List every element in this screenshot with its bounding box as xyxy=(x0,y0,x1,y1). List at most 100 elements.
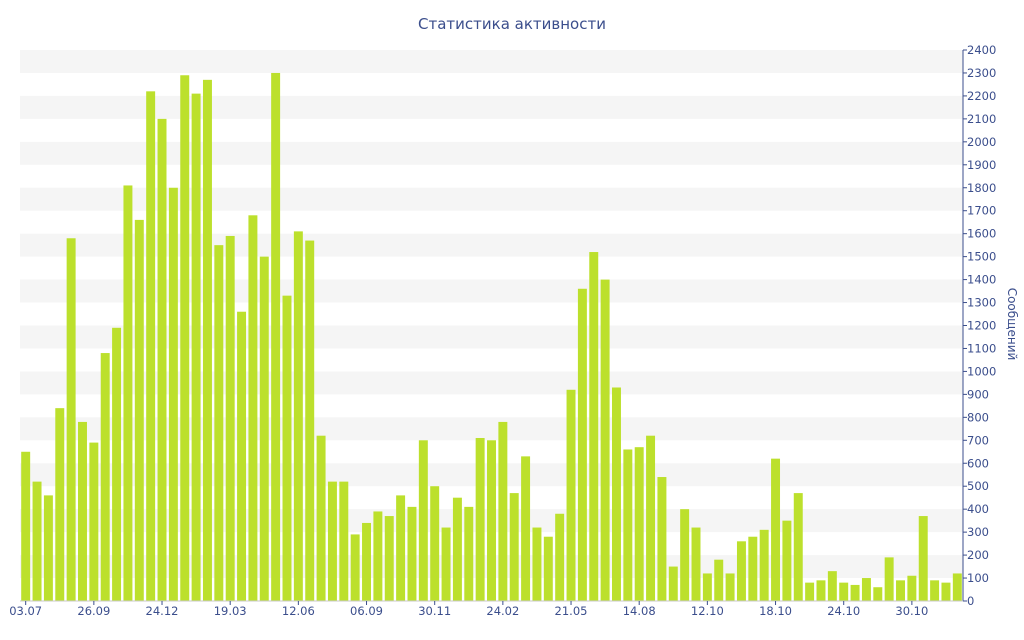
bar xyxy=(78,421,87,601)
bar xyxy=(123,185,133,601)
bar xyxy=(646,435,656,601)
bar xyxy=(384,516,394,601)
bar xyxy=(452,497,462,601)
y-tick-label: 1900 xyxy=(967,158,996,172)
bar xyxy=(271,72,281,602)
bar xyxy=(487,440,496,601)
y-tick-label: 1800 xyxy=(967,181,996,195)
bar xyxy=(202,79,212,602)
bar xyxy=(362,522,372,601)
grid-band xyxy=(20,95,963,119)
bar xyxy=(532,527,542,601)
bar xyxy=(827,571,837,601)
y-tick-label: 1000 xyxy=(967,364,996,378)
bar xyxy=(441,527,451,601)
y-tick-label: 600 xyxy=(967,456,989,470)
y-tick-label: 0 xyxy=(967,594,974,608)
y-tick-label: 1300 xyxy=(967,296,996,310)
bar xyxy=(680,509,690,601)
bar xyxy=(907,575,917,601)
bar xyxy=(157,118,167,601)
y-tick-label: 400 xyxy=(967,502,989,516)
bar xyxy=(191,93,201,601)
x-tick-label: 24.12 xyxy=(146,604,179,618)
x-tick-label: 03.07 xyxy=(9,604,42,618)
y-tick-label: 100 xyxy=(967,571,989,585)
y-axis: 0 100 200 300 400 500 600 700 800 900 1000 1100 1200… xyxy=(963,43,996,608)
y-tick-label: 2200 xyxy=(967,89,996,103)
bar xyxy=(418,440,428,601)
bar xyxy=(657,477,667,601)
bar xyxy=(623,449,633,601)
bar xyxy=(589,252,599,602)
bar xyxy=(941,582,951,601)
chart-title: Статистика активности xyxy=(418,15,606,33)
x-tick-label: 14.08 xyxy=(623,604,656,618)
bar xyxy=(736,541,746,601)
bar xyxy=(793,493,803,601)
y-tick-label: 2300 xyxy=(967,66,996,80)
bar xyxy=(225,235,235,601)
bar xyxy=(714,559,724,601)
bar xyxy=(861,578,871,601)
bar xyxy=(293,231,303,601)
bar xyxy=(282,295,292,601)
bar xyxy=(543,536,553,601)
bar xyxy=(430,486,440,601)
bar xyxy=(952,573,962,601)
bar xyxy=(214,245,224,602)
bar xyxy=(884,557,894,601)
bar xyxy=(896,580,905,601)
y-tick-label: 1500 xyxy=(967,250,996,264)
bar xyxy=(373,511,383,601)
grid-band xyxy=(20,50,963,73)
bar xyxy=(475,437,485,601)
y-tick-label: 1700 xyxy=(967,204,996,218)
bar xyxy=(771,458,781,601)
y-tick-label: 2000 xyxy=(967,135,996,149)
y-tick-label: 2100 xyxy=(967,112,996,126)
y-tick-label: 800 xyxy=(967,410,989,424)
x-tick-label: 19.03 xyxy=(214,604,247,618)
bar xyxy=(237,311,247,601)
x-tick-label: 12.06 xyxy=(282,604,315,618)
x-tick-label: 18.10 xyxy=(759,604,792,618)
bar xyxy=(918,516,928,601)
bar xyxy=(634,447,644,601)
bar xyxy=(134,219,144,601)
x-tick-label: 30.11 xyxy=(418,604,451,618)
bar xyxy=(816,580,826,601)
bar xyxy=(577,288,587,601)
bar xyxy=(805,582,815,601)
x-tick-label: 12.10 xyxy=(691,604,724,618)
bar xyxy=(55,408,65,601)
bar xyxy=(146,91,156,601)
bar xyxy=(407,506,417,601)
bar xyxy=(600,279,610,601)
y-tick-label: 900 xyxy=(967,387,989,401)
bar xyxy=(464,506,474,601)
y-tick-label: 1200 xyxy=(967,319,996,333)
x-tick-label: 21.05 xyxy=(555,604,588,618)
bar xyxy=(89,442,99,601)
y-tick-label: 1600 xyxy=(967,227,996,241)
bar xyxy=(702,573,712,601)
bar xyxy=(100,353,110,601)
bar xyxy=(32,481,42,601)
bar xyxy=(498,421,508,601)
grid-band xyxy=(20,141,963,165)
y-tick-label: 1400 xyxy=(967,273,996,287)
bar xyxy=(259,256,269,601)
bar xyxy=(555,513,565,601)
y-tick-label: 2400 xyxy=(967,43,996,57)
y-tick-label: 700 xyxy=(967,433,989,447)
bar xyxy=(339,481,349,601)
bar xyxy=(691,527,701,601)
bar xyxy=(168,187,178,601)
grid-band xyxy=(20,187,963,211)
x-tick-label: 26.09 xyxy=(77,604,110,618)
bar xyxy=(748,536,758,601)
bar xyxy=(725,573,735,601)
bar xyxy=(305,240,315,601)
